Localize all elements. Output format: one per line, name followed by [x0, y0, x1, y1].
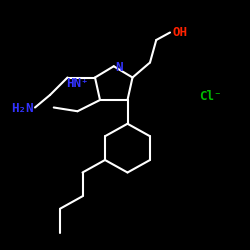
Text: H₂N: H₂N [11, 102, 34, 115]
Text: N: N [115, 61, 122, 74]
Text: HN⁺: HN⁺ [66, 77, 89, 90]
Text: OH: OH [172, 26, 188, 39]
Text: Cl⁻: Cl⁻ [199, 90, 221, 103]
